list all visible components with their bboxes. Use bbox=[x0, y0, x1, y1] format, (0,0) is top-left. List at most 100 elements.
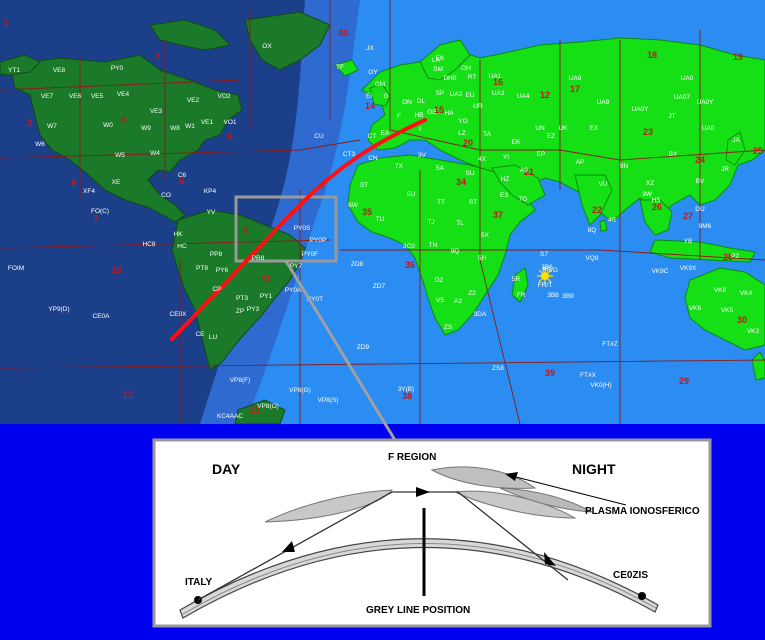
prefix-label: TJ bbox=[427, 219, 434, 226]
greyline-diagram-inset: DAY NIGHT F REGION PLASMA IONOSFERICO IT… bbox=[152, 438, 712, 628]
f-region-label: F REGION bbox=[388, 452, 436, 463]
indonesia bbox=[649, 239, 756, 263]
prefix-label: VP8(S) bbox=[318, 397, 339, 404]
prefix-label: TA bbox=[483, 131, 491, 138]
prefix-label: 9N bbox=[620, 163, 629, 170]
prefix-label: EX bbox=[590, 125, 599, 132]
southeast-asia bbox=[639, 199, 673, 236]
prefix-label: UR bbox=[473, 103, 483, 110]
prefix-label: ON bbox=[402, 99, 412, 106]
prefix-label: A9 bbox=[520, 167, 528, 174]
prefix-label: Z2 bbox=[468, 290, 476, 297]
prefix-label: BY bbox=[669, 151, 678, 158]
inset-frame bbox=[152, 438, 712, 628]
prefix-label: W4 bbox=[150, 150, 160, 157]
ce0zis-label: CE0ZIS bbox=[613, 570, 648, 581]
prefix-label: TN bbox=[429, 242, 438, 249]
prefix-label: UN bbox=[535, 125, 545, 132]
f-region-night-cloud-3 bbox=[499, 487, 593, 513]
plasma-pointer-line bbox=[511, 475, 627, 506]
alaska bbox=[0, 54, 41, 76]
prefix-label: VE7 bbox=[41, 93, 54, 100]
prefix-label: PT9 bbox=[196, 265, 208, 272]
prefix-label: YV bbox=[207, 209, 216, 216]
earth-surface-inner bbox=[182, 542, 657, 615]
prefix-label: HC bbox=[177, 243, 187, 250]
zone-border bbox=[0, 0, 765, 424]
cq-zone-label: 15 bbox=[434, 105, 444, 115]
prefix-label: HB bbox=[414, 112, 423, 119]
prefix-label: V5 bbox=[436, 297, 444, 304]
prefix-label: DH0 bbox=[443, 75, 456, 82]
prefix-label: VK8 bbox=[714, 287, 727, 294]
prefix-label: PY0A bbox=[285, 287, 302, 294]
prefix-label: HA bbox=[444, 110, 454, 117]
cq-zone-label: 29 bbox=[679, 376, 689, 386]
prefix-label: ZS8 bbox=[492, 365, 504, 372]
prefix-label: SP bbox=[436, 90, 445, 97]
africa bbox=[347, 154, 536, 336]
prefix-label: TU bbox=[376, 216, 385, 223]
prefix-label: OX bbox=[262, 43, 272, 50]
prefix-label: YO bbox=[458, 118, 467, 125]
south-america bbox=[171, 209, 306, 371]
prefix-label: W0 bbox=[103, 122, 113, 129]
prefix-label: VK9C bbox=[652, 268, 669, 275]
british-isles bbox=[369, 83, 391, 107]
prefix-label: UA0Y bbox=[697, 99, 715, 106]
prefix-label: 3C0 bbox=[403, 243, 415, 250]
prefix-label: 3V bbox=[418, 152, 427, 159]
prefix-label: OH bbox=[461, 65, 471, 72]
prefix-label: 5R bbox=[512, 276, 521, 283]
prefix-label: HS bbox=[651, 197, 661, 204]
prefix-label: G bbox=[383, 93, 388, 100]
prefix-label: OE bbox=[427, 109, 437, 116]
prefix-label: DU bbox=[695, 206, 705, 213]
prefix-label: P2 bbox=[731, 253, 739, 260]
prefix-label: JR bbox=[721, 166, 729, 173]
italy-label: ITALY bbox=[185, 577, 213, 588]
cq-zone-label: 1 bbox=[3, 18, 8, 28]
cq-zone-label: 6 bbox=[71, 178, 76, 188]
plasma-pointer-arrowhead bbox=[505, 472, 518, 481]
prefix-label: VU bbox=[598, 181, 607, 188]
prefix-label: VE1 bbox=[201, 119, 214, 126]
prefix-label: TF bbox=[336, 64, 344, 71]
prefix-label: CE0A bbox=[93, 313, 111, 320]
ce0zis-station-dot bbox=[638, 592, 646, 600]
prefix-label: RT bbox=[468, 74, 477, 81]
prefix-label: UA2 bbox=[450, 91, 463, 98]
prefix-label: VE4 bbox=[117, 91, 130, 98]
sri-lanka bbox=[599, 219, 608, 232]
propagation-path bbox=[170, 118, 427, 341]
prefix-label: 5U bbox=[407, 191, 416, 198]
zoom-connector-line bbox=[284, 260, 397, 441]
prefix-label: TL bbox=[456, 220, 464, 227]
cq-zone-label: 23 bbox=[643, 127, 653, 137]
prefix-label: ZD8 bbox=[351, 261, 364, 268]
cq-zone-label: 20 bbox=[463, 138, 473, 148]
prefix-label: W1 bbox=[185, 123, 195, 130]
prefix-label: XF4 bbox=[83, 188, 95, 195]
prefix-label: FO(C) bbox=[91, 208, 109, 215]
prefix-label: ZD7 bbox=[373, 283, 386, 290]
prefix-label: 3B9 bbox=[562, 293, 574, 300]
prefix-label: 6W bbox=[348, 202, 359, 209]
prefix-label: CO bbox=[161, 192, 171, 199]
cq-zone-label: 3 bbox=[27, 118, 32, 128]
cq-zone-label: 11 bbox=[261, 274, 271, 284]
cq-zone-label: 24 bbox=[695, 155, 705, 165]
prefix-label: PR8 bbox=[252, 255, 265, 262]
prefix-label: UA4 bbox=[517, 93, 530, 100]
prefix-label: EK bbox=[512, 139, 521, 146]
prefix-label: FT#X bbox=[580, 372, 597, 379]
grey-line-position-label: GREY LINE POSITION bbox=[366, 605, 470, 616]
prefix-label: XE bbox=[112, 179, 121, 186]
arabia bbox=[491, 164, 546, 206]
prefix-label: YB bbox=[684, 238, 693, 245]
prefix-label: EP bbox=[537, 151, 546, 158]
cq-zone-label: 2 bbox=[155, 52, 160, 62]
prefix-label: SU bbox=[465, 170, 474, 177]
prefix-label: YP9(D) bbox=[48, 306, 69, 313]
f-region-night-cloud-2 bbox=[453, 490, 577, 519]
